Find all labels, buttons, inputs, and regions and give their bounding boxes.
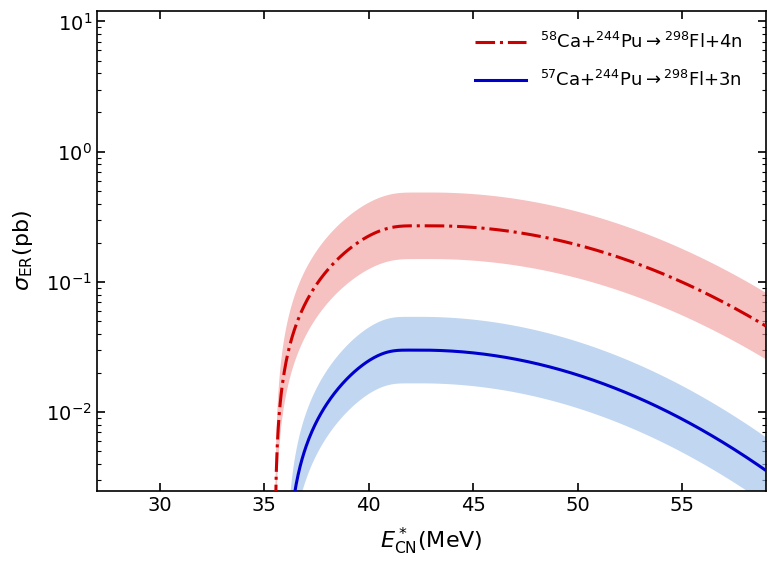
$^{58}$Ca+$^{244}$Pu$\rightarrow$$^{298}$Fl+4n	[559, 238, 569, 245]
$^{57}$Ca+$^{244}$Pu$\rightarrow$$^{298}$Fl+3n	[751, 460, 760, 466]
$^{58}$Ca+$^{244}$Pu$\rightarrow$$^{298}$Fl+4n	[502, 227, 511, 234]
$^{58}$Ca+$^{244}$Pu$\rightarrow$$^{298}$Fl+4n	[750, 316, 759, 323]
$^{58}$Ca+$^{244}$Pu$\rightarrow$$^{298}$Fl+4n	[499, 227, 508, 234]
$^{58}$Ca+$^{244}$Pu$\rightarrow$$^{298}$Fl+4n	[761, 323, 771, 329]
Line: $^{57}$Ca+$^{244}$Pu$\rightarrow$$^{298}$Fl+3n: $^{57}$Ca+$^{244}$Pu$\rightarrow$$^{298}…	[274, 350, 766, 568]
$^{57}$Ca+$^{244}$Pu$\rightarrow$$^{298}$Fl+3n	[504, 354, 514, 361]
$^{57}$Ca+$^{244}$Pu$\rightarrow$$^{298}$Fl+3n	[563, 369, 573, 375]
$^{58}$Ca+$^{244}$Pu$\rightarrow$$^{298}$Fl+4n	[532, 232, 542, 239]
X-axis label: $E^*_{\rm CN}$(MeV): $E^*_{\rm CN}$(MeV)	[380, 526, 483, 557]
$^{58}$Ca+$^{244}$Pu$\rightarrow$$^{298}$Fl+4n	[672, 276, 681, 283]
$^{57}$Ca+$^{244}$Pu$\rightarrow$$^{298}$Fl+3n	[537, 361, 546, 368]
Line: $^{58}$Ca+$^{244}$Pu$\rightarrow$$^{298}$Fl+4n: $^{58}$Ca+$^{244}$Pu$\rightarrow$$^{298}…	[264, 226, 766, 568]
$^{57}$Ca+$^{244}$Pu$\rightarrow$$^{298}$Fl+3n	[761, 467, 771, 474]
$^{57}$Ca+$^{244}$Pu$\rightarrow$$^{298}$Fl+3n	[507, 355, 517, 362]
$^{57}$Ca+$^{244}$Pu$\rightarrow$$^{298}$Fl+3n	[413, 346, 422, 353]
$^{58}$Ca+$^{244}$Pu$\rightarrow$$^{298}$Fl+4n	[423, 223, 432, 229]
Legend: $^{58}$Ca+$^{244}$Pu$\rightarrow$$^{298}$Fl+4n, $^{57}$Ca+$^{244}$Pu$\rightarrow: $^{58}$Ca+$^{244}$Pu$\rightarrow$$^{298}…	[468, 25, 750, 98]
Y-axis label: $\sigma_{\rm ER}$(pb): $\sigma_{\rm ER}$(pb)	[11, 210, 35, 291]
$^{57}$Ca+$^{244}$Pu$\rightarrow$$^{298}$Fl+3n	[674, 414, 683, 420]
